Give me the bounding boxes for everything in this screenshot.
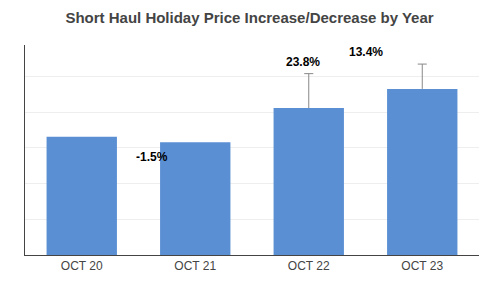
svg-text:OCT 20: OCT 20	[61, 259, 103, 273]
svg-text:OCT 22: OCT 22	[288, 259, 330, 273]
svg-text:-1.5%: -1.5%	[136, 150, 168, 164]
svg-text:Short Haul Holiday Price Incre: Short Haul Holiday Price Increase/Decrea…	[65, 9, 433, 26]
svg-text:13.4%: 13.4%	[349, 45, 383, 59]
svg-text:OCT 23: OCT 23	[401, 259, 443, 273]
svg-text:OCT 21: OCT 21	[174, 259, 216, 273]
svg-text:23.8%: 23.8%	[286, 55, 320, 69]
